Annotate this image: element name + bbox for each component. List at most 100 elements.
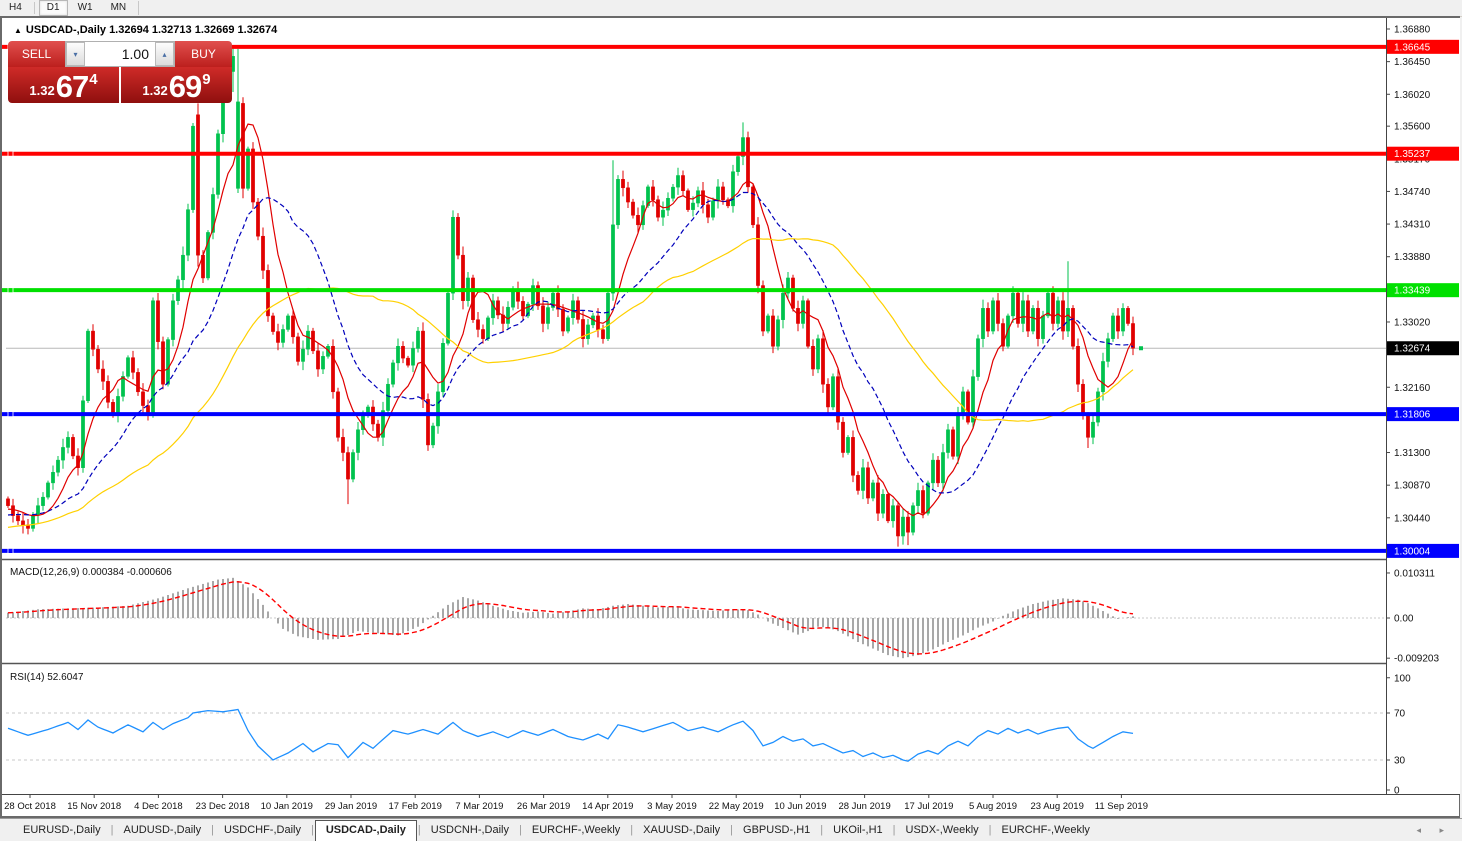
axis-price-1.35237-box [1387, 146, 1459, 161]
hline-handle-1.30004[interactable] [7, 547, 14, 554]
rsi-axis-tick: 0 [1394, 786, 1400, 797]
timeframe-button-d1[interactable]: D1 [38, 0, 68, 16]
axis-price-1.36645-box [1387, 39, 1459, 54]
time-axis-label: 5 Aug 2019 [969, 801, 1017, 812]
chart-title: ▲ USDCAD-,Daily 1.32694 1.32713 1.32669 1… [14, 24, 277, 36]
price-axis-tick: 1.36450 [1394, 57, 1431, 68]
rsi-line[interactable] [7, 708, 1134, 762]
sell-price-box[interactable]: 1.32 67 4 [8, 67, 119, 103]
time-axis-label: 11 Sep 2019 [1095, 801, 1148, 812]
timeframe-toolbar: H4 D1 W1 MN [0, 0, 1462, 17]
buy-price-box[interactable]: 1.32 69 9 [121, 67, 232, 103]
one-click-trade-panel: SELL ▾ 1.00 ▴ BUY 1.32 67 4 1.32 69 9 [8, 41, 232, 103]
time-axis-label: 4 Dec 2018 [134, 801, 183, 812]
price-axis-tick: 1.34310 [1394, 220, 1431, 231]
time-axis-label: 10 Jun 2019 [774, 801, 826, 812]
price-axis-tick: 1.33020 [1394, 317, 1431, 328]
sell-button[interactable]: SELL [8, 41, 65, 67]
axis-price-1.30004-box [1387, 543, 1459, 558]
tab-separator: | [310, 824, 314, 836]
time-axis-label: 28 Jun 2019 [838, 801, 890, 812]
chart-tab-audusd-daily[interactable]: AUDUSD-,Daily [123, 824, 202, 836]
axis-price-1.35237-label: 1.35237 [1394, 149, 1431, 160]
rsi-axis-tick: 100 [1394, 673, 1411, 684]
chart-tab-ukoil-h1[interactable]: UKOil-,H1 [833, 824, 883, 836]
axis-price-1.33439-label: 1.33439 [1394, 286, 1431, 297]
axis-price-1.33439-box [1387, 283, 1459, 298]
chart-canvas[interactable]: 1.368801.364501.360201.356001.351701.347… [2, 18, 1460, 816]
volume-decrease-icon[interactable]: ▾ [66, 42, 85, 66]
macd-indicator-label: MACD(12,26,9) 0.000384 -0.000606 [10, 567, 172, 578]
buy-price-pip: 9 [202, 71, 211, 88]
time-axis-label: 15 Nov 2018 [67, 801, 121, 812]
time-axis-label: 29 Jan 2019 [325, 801, 377, 812]
price-axis-tick: 1.30440 [1394, 513, 1431, 524]
tab-separator: | [417, 824, 421, 836]
toolbar-separator [138, 1, 140, 15]
chart-tab-usdcad-daily[interactable]: USDCAD-,Daily [314, 819, 417, 841]
price-axis-tick: 1.32160 [1394, 383, 1431, 394]
collapse-triangle-icon[interactable]: ▲ [14, 26, 22, 35]
hline-handle-1.35237[interactable] [7, 150, 14, 157]
chart-tab-usdchf-daily[interactable]: USDCHF-,Daily [223, 824, 301, 836]
chart-tab-gbpusd-h1[interactable]: GBPUSD-,H1 [743, 824, 811, 836]
timeframe-button-w1[interactable]: W1 [77, 2, 93, 13]
hline-handle-1.31806[interactable] [7, 411, 14, 418]
tab-separator: | [519, 824, 522, 836]
chart-tab-xauusd-daily[interactable]: XAUUSD-,Daily [643, 824, 721, 836]
price-axis-tick: 1.36020 [1394, 90, 1431, 101]
volume-spinner: ▾ 1.00 ▴ [65, 41, 175, 67]
last-close-marker [1139, 346, 1143, 351]
price-axis-tick: 1.36880 [1394, 25, 1431, 36]
price-axis-tick: 1.33880 [1394, 252, 1431, 263]
tab-separator: | [211, 824, 214, 836]
chart-background[interactable] [2, 18, 1460, 794]
time-axis-label: 10 Jan 2019 [261, 801, 313, 812]
price-axis-tick: 1.34740 [1394, 187, 1431, 198]
volume-increase-icon[interactable]: ▴ [155, 42, 174, 66]
time-axis-label: 23 Aug 2019 [1031, 801, 1084, 812]
hline-handle-1.33439[interactable] [7, 287, 14, 294]
time-axis-label: 26 Mar 2019 [517, 801, 570, 812]
macd-axis-tick: 0.010311 [1394, 568, 1435, 579]
tab-scroll-arrows[interactable]: ◂ ▸ [1416, 824, 1452, 835]
volume-input[interactable]: 1.00 [121, 46, 149, 62]
time-axis-label: 28 Oct 2018 [4, 801, 56, 812]
sell-price-main: 67 [55, 69, 89, 104]
axis-price-1.36645-label: 1.36645 [1394, 42, 1431, 53]
chart-tab-eurusd-daily[interactable]: EURUSD-,Daily [23, 824, 101, 836]
price-axis-tick: 1.31300 [1394, 448, 1431, 459]
tab-separator: | [892, 824, 896, 836]
axis-price-1.30004-label: 1.30004 [1394, 546, 1431, 557]
tab-separator: | [630, 824, 634, 836]
chart-tab-usdcnh-daily[interactable]: USDCNH-,Daily [430, 824, 509, 836]
chart-symbol-period: USDCAD-,Daily [25, 24, 106, 36]
timeframe-button-h4[interactable]: H4 [9, 2, 22, 13]
macd-axis-tick: -0.009203 [1394, 654, 1439, 665]
tab-separator: | [110, 824, 114, 836]
time-axis-label: 3 May 2019 [647, 801, 697, 812]
time-axis-label: 14 Apr 2019 [582, 801, 633, 812]
tab-separator: | [820, 824, 824, 836]
time-axis-label: 7 Mar 2019 [455, 801, 503, 812]
chart-tab-eurchf-weekly[interactable]: EURCHF-,Weekly [531, 824, 621, 836]
axis-bid-price-label: 1.32674 [1394, 344, 1431, 355]
rsi-indicator-label: RSI(14) 52.6047 [10, 672, 84, 683]
buy-price-main: 69 [168, 69, 202, 104]
chart-window: 1.368801.364501.360201.356001.351701.347… [0, 16, 1460, 818]
axis-price-1.31806-label: 1.31806 [1394, 410, 1431, 421]
timeframe-button-mn[interactable]: MN [110, 2, 127, 13]
sell-price-pip: 4 [89, 71, 98, 88]
chart-tab-eurchf-weekly[interactable]: EURCHF-,Weekly [1001, 824, 1090, 836]
axis-price-1.31806-box [1387, 407, 1459, 422]
buy-price-prefix: 1.32 [142, 83, 168, 98]
chart-tab-usdx-weekly[interactable]: USDX-,Weekly [905, 824, 979, 836]
time-axis-label: 22 May 2019 [709, 801, 764, 812]
buy-button[interactable]: BUY [175, 41, 232, 67]
tab-separator: | [988, 824, 992, 836]
rsi-axis-tick: 30 [1394, 756, 1406, 767]
ma-line-fast[interactable] [7, 123, 1134, 517]
time-axis-label: 17 Jul 2019 [904, 801, 953, 812]
ma-line-medium[interactable] [7, 191, 1134, 516]
